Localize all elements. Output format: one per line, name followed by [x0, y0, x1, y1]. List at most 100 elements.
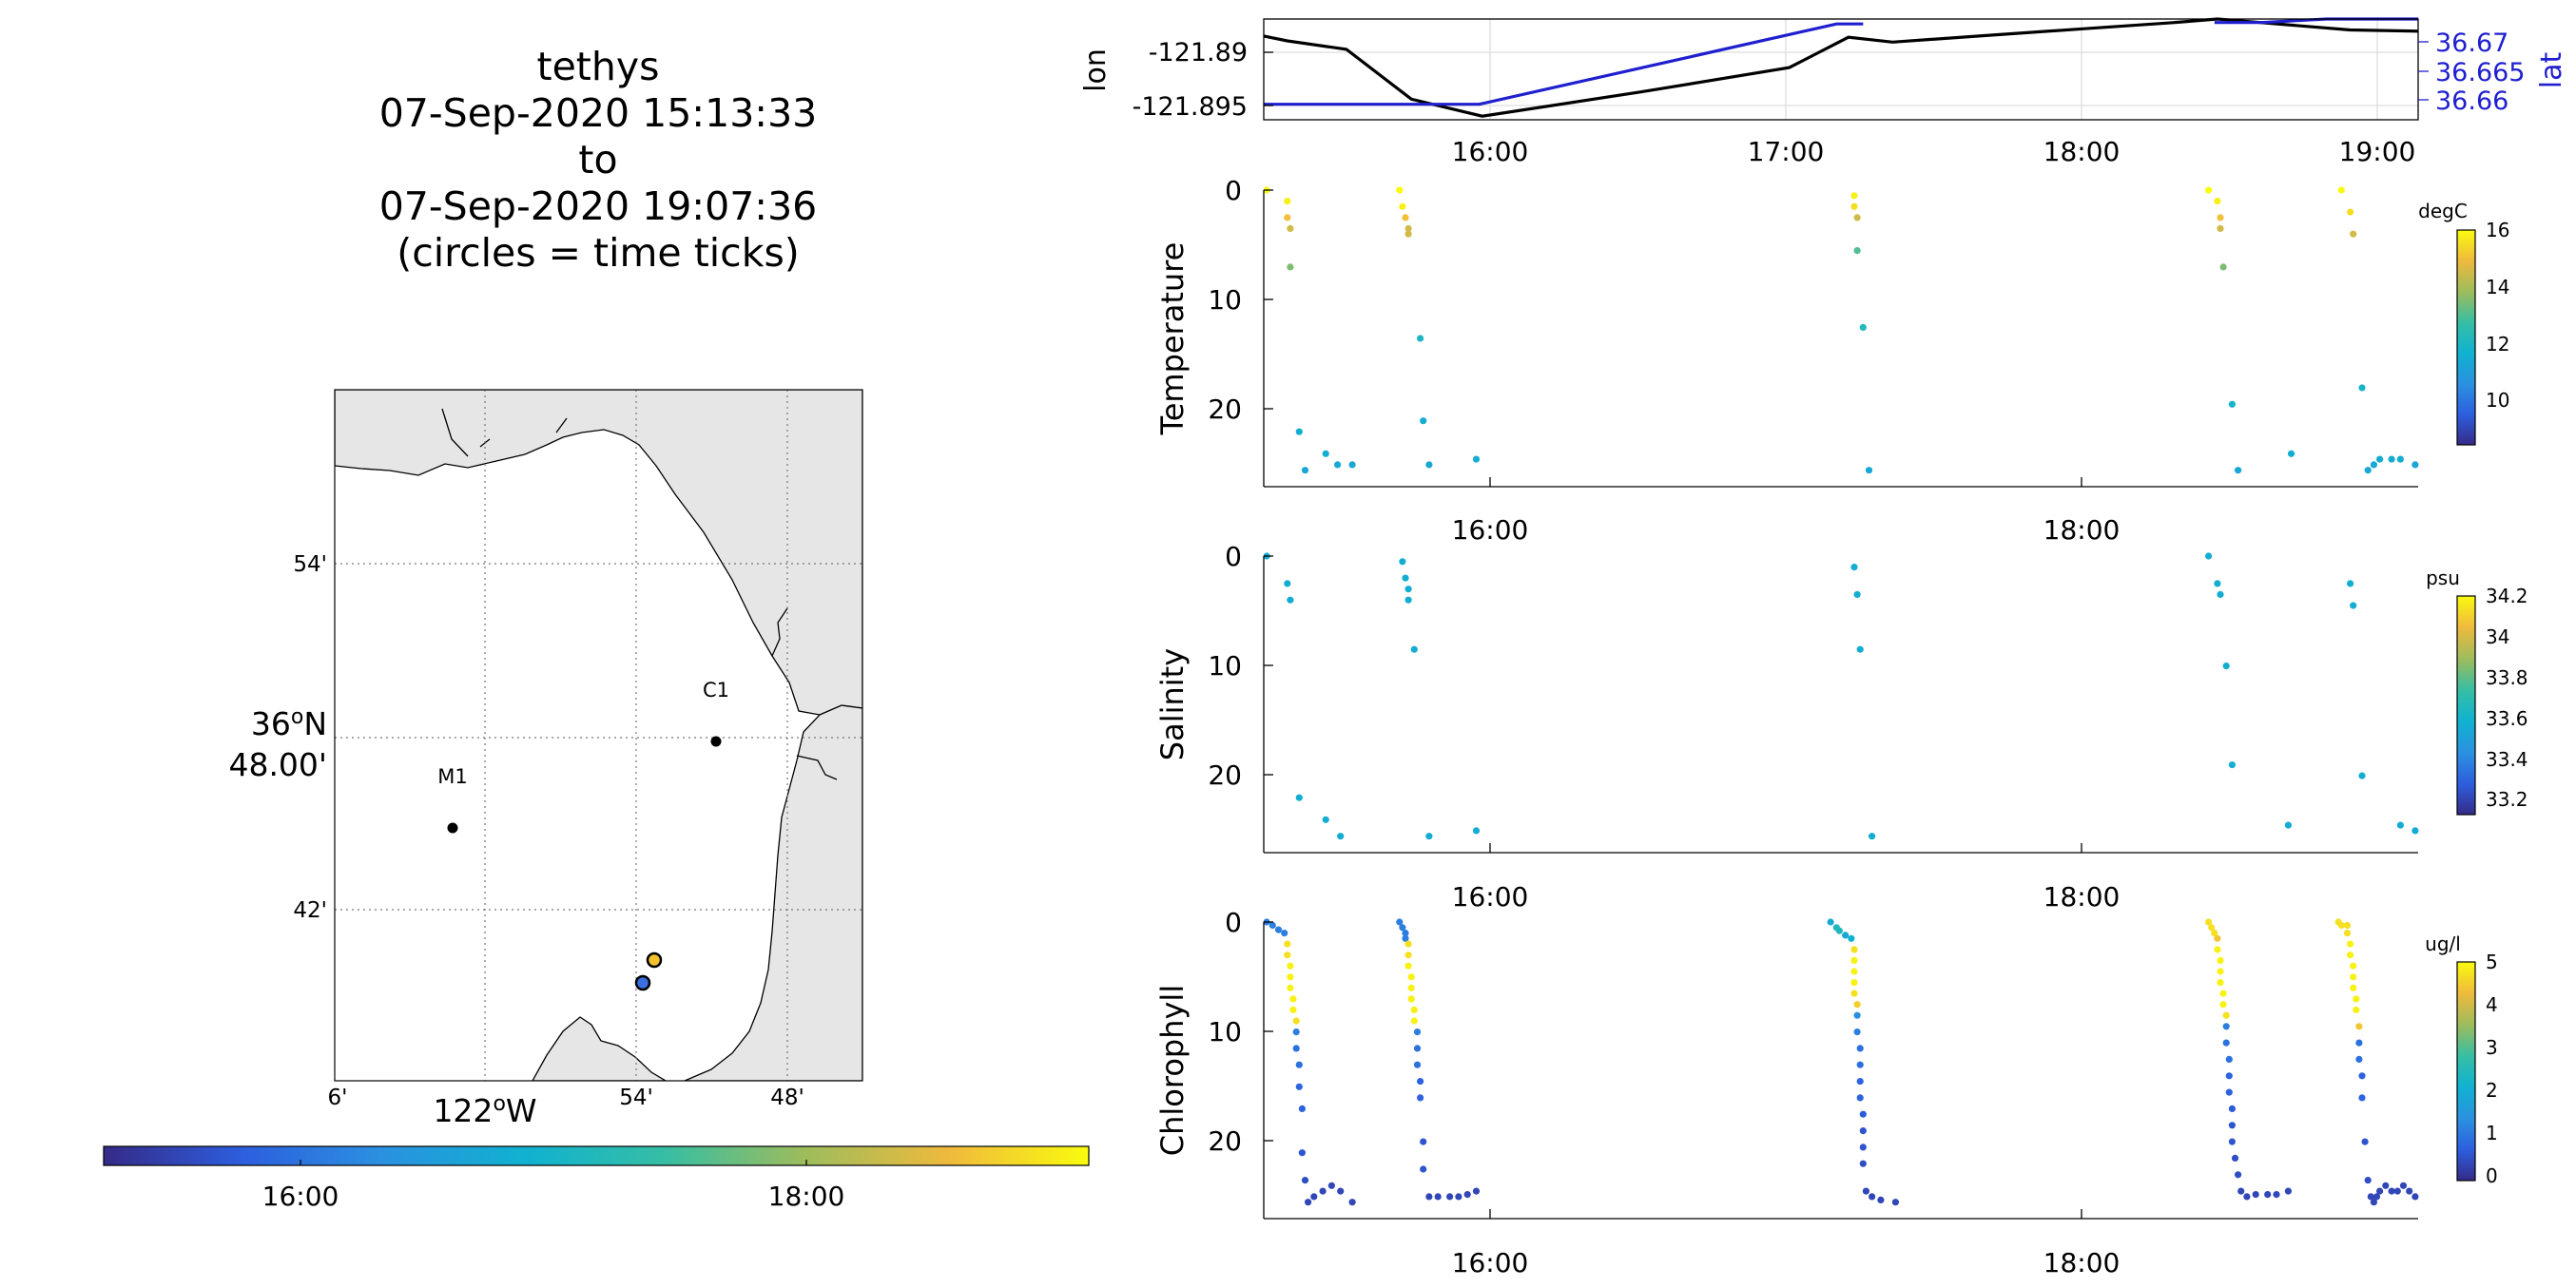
salinity-colorbar-label-2: 34 [2486, 625, 2509, 648]
salinity-ylabel: Salinity [1154, 648, 1191, 760]
chlorophyll-colorbar: ug/l 5 4 3 2 1 0 [2425, 932, 2498, 1187]
temperature-colorbar-label-1: 16 [2486, 219, 2509, 241]
map-land-north [335, 390, 862, 716]
salinity-point-16 [1856, 645, 1864, 653]
figure-title: tethys 07-Sep-2020 15:13:33 to 07-Sep-20… [379, 44, 818, 276]
chlorophyll-point-129 [2406, 1187, 2413, 1195]
chlorophyll-point-62 [1853, 1011, 1861, 1019]
chlorophyll-colorbar-label-5: 1 [2486, 1122, 2498, 1144]
chlorophyll-point-55 [1848, 934, 1855, 942]
chlorophyll-point-8 [1287, 973, 1294, 981]
chlorophyll-point-18 [1298, 1149, 1306, 1157]
map-lon-center-label: 122oW [433, 1092, 536, 1129]
temperature-point-8 [1322, 450, 1329, 457]
map-river [441, 408, 838, 780]
chlorophyll-point-4 [1281, 930, 1288, 937]
chlorophyll-point-107 [2347, 940, 2354, 948]
salinity-point-11 [1410, 645, 1418, 653]
salinity-colorbar-label-4: 33.6 [2486, 707, 2528, 730]
chlorophyll-point-36 [1410, 1006, 1418, 1013]
temperature-point-21 [1850, 202, 1858, 210]
mooring-m1-label: M1 [437, 765, 467, 788]
chlorophyll-ytick-label-20: 20 [1208, 1125, 1242, 1157]
chlorophyll-point-102 [2284, 1187, 2292, 1195]
map-lon-tick-6: 6' [328, 1086, 348, 1110]
chlorophyll-point-6 [1284, 952, 1291, 959]
chlorophyll-point-47 [1446, 1193, 1454, 1201]
chlorophyll-point-48 [1455, 1193, 1462, 1201]
chlorophyll-point-120 [2364, 1177, 2372, 1184]
chlorophyll-point-111 [2350, 984, 2357, 991]
chlorophyll-colorbar-label-1: 5 [2486, 951, 2498, 973]
temperature-point-22 [1853, 214, 1861, 221]
temperature-point-11 [1396, 186, 1404, 194]
chlorophyll-colorbar-gradient [2456, 961, 2476, 1182]
chlorophyll-point-12 [1292, 1017, 1300, 1025]
temperature-point-35 [2347, 208, 2354, 216]
chlorophyll-colorbar-label-4: 2 [2486, 1079, 2498, 1102]
chlorophyll-colorbar-label-6: 0 [2486, 1164, 2498, 1187]
salinity-point-26 [2358, 772, 2366, 779]
lonlat-right-tick-label-1: 36.67 [2435, 29, 2508, 58]
salinity-point-7 [1399, 558, 1406, 566]
chlorophyll-point-85 [2219, 1001, 2227, 1009]
map-lat-tick-42: 42' [293, 898, 327, 923]
salinity-point-20 [2217, 590, 2224, 599]
salinity-point-23 [2284, 821, 2292, 829]
chlorophyll-xtick-label-18: 18:00 [2043, 1247, 2121, 1278]
temperature-point-6 [1295, 428, 1303, 435]
chlorophyll-point-124 [2376, 1187, 2384, 1195]
temperature-xtick-label-18: 18:00 [2043, 514, 2121, 546]
chlorophyll-point-110 [2350, 973, 2357, 981]
temperature-point-43 [2411, 461, 2419, 469]
temperature-point-16 [1417, 335, 1424, 342]
chlorophyll-point-16 [1295, 1083, 1303, 1090]
lonlat-right-ticks [2418, 41, 2429, 101]
chlorophyll-point-74 [1877, 1196, 1885, 1203]
map-frame [334, 389, 863, 1082]
chlorophyll-point-86 [2222, 1011, 2230, 1019]
salinity-point-19 [2214, 580, 2221, 587]
chlorophyll-point-113 [2353, 1006, 2360, 1013]
salinity-point-21 [2222, 663, 2230, 670]
chlorophyll-point-27 [1399, 924, 1406, 932]
chlorophyll-point-25 [1348, 1199, 1356, 1206]
lonlat-lines [1263, 17, 2419, 118]
chlorophyll-point-13 [1292, 1028, 1300, 1036]
temperature-point-39 [2370, 461, 2377, 469]
chlorophyll-point-68 [1859, 1110, 1867, 1118]
chlorophyll-point-42 [1417, 1094, 1424, 1102]
temperature-colorbar-label-4: 10 [2486, 389, 2509, 412]
chlorophyll-point-108 [2347, 952, 2354, 959]
lonlat-xtick-label-4: 19:00 [2339, 136, 2416, 167]
salinity-point-25 [2350, 602, 2357, 609]
chlorophyll-point-81 [2217, 956, 2224, 965]
salinity-colorbar-label-5: 33.4 [2486, 748, 2528, 771]
temperature-point-9 [1334, 461, 1342, 469]
chlorophyll-point-95 [2231, 1154, 2239, 1162]
map-lat-tick-54: 54' [293, 552, 327, 577]
temperature-point-31 [2228, 400, 2236, 408]
chlorophyll-point-118 [2358, 1094, 2366, 1102]
chlorophyll-point-38 [1413, 1028, 1422, 1036]
temperature-point-38 [2364, 467, 2372, 474]
lonlat-frame [1263, 18, 2419, 121]
chlorophyll-ytick-label-10: 10 [1208, 1016, 1242, 1048]
salinity-ytick-label-10: 10 [1208, 650, 1242, 682]
chlorophyll-point-10 [1289, 995, 1297, 1003]
chlorophyll-point-45 [1425, 1193, 1433, 1201]
temperature-point-24 [1859, 323, 1867, 331]
temperature-point-36 [2350, 230, 2357, 238]
chlorophyll-point-56 [1850, 946, 1858, 953]
chlorophyll-point-91 [2225, 1088, 2233, 1096]
track-markers [634, 952, 663, 991]
title-line-2: 07-Sep-2020 15:13:33 [379, 90, 818, 136]
chlorophyll-point-23 [1327, 1182, 1335, 1189]
salinity-colorbar-label-6: 33.2 [2486, 788, 2528, 811]
chlorophyll-point-2 [1269, 921, 1276, 930]
salinity-panel: 0 10 20 Salinity 16:00 18:00 psu 34.2 34… [1154, 541, 2528, 913]
map-grid [335, 390, 862, 1081]
salinity-point-24 [2347, 580, 2354, 587]
chlorophyll-point-15 [1295, 1061, 1303, 1068]
chlorophyll-point-50 [1472, 1187, 1481, 1195]
